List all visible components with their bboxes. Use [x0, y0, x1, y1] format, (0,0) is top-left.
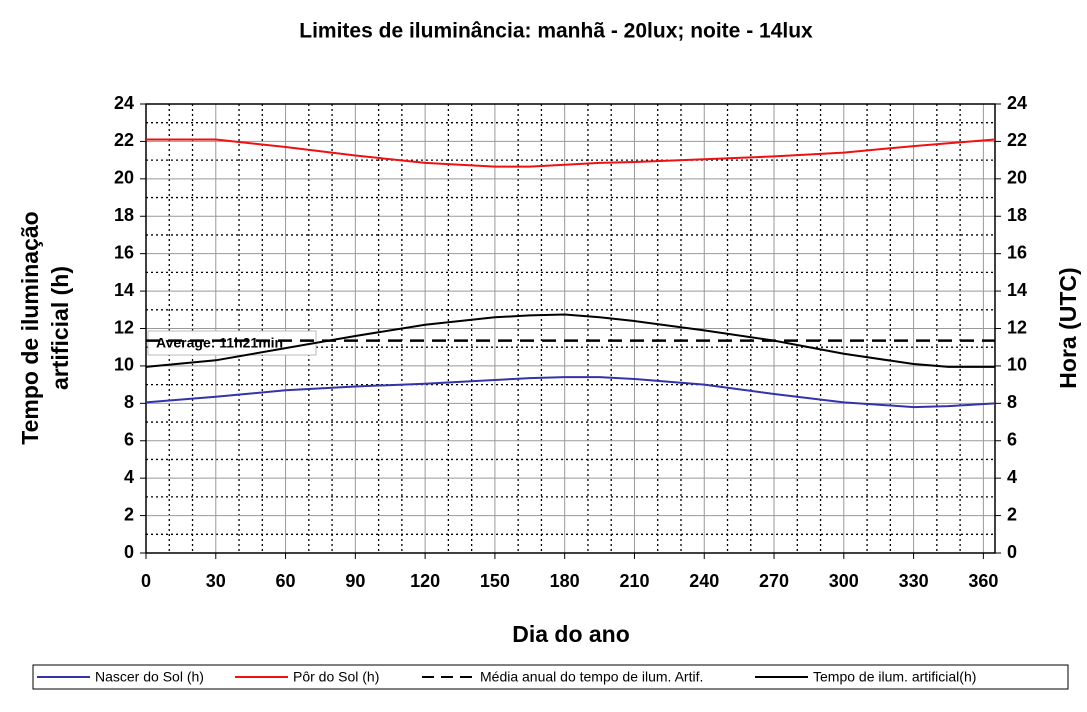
series-line	[145, 376, 996, 409]
y-tick-label: 12	[114, 317, 134, 337]
y-axis-label: Tempo de iluminação	[17, 211, 43, 444]
x-tick-label: 150	[480, 571, 510, 591]
annotation-box	[147, 330, 317, 356]
legend-label: Nascer do Sol (h)	[95, 669, 204, 685]
series-line	[146, 138, 996, 168]
y-tick-label: 14	[114, 280, 134, 300]
x-tick-label: 30	[206, 571, 226, 591]
y-tick-label: 4	[124, 467, 134, 487]
plot-frame	[145, 103, 996, 554]
y2-tick-label: 24	[1007, 93, 1027, 113]
chart-title: Limites de iluminância: manhã - 20lux; n…	[299, 20, 813, 43]
y-tick-label: 8	[124, 392, 134, 412]
series-line	[145, 313, 995, 368]
y-axis-label: artificial (h)	[47, 266, 73, 390]
y2-tick-label: 4	[1007, 467, 1017, 487]
y2-tick-label: 0	[1007, 542, 1017, 562]
y-tick-label: 6	[124, 430, 134, 450]
x-tick-label: 60	[276, 571, 296, 591]
y-tick-label: 22	[114, 130, 134, 150]
x-tick-label: 240	[689, 571, 719, 591]
legend-label: Pôr do Sol (h)	[293, 669, 379, 685]
y2-axis-label: Hora (UTC)	[1055, 267, 1081, 388]
x-tick-label: 180	[550, 571, 580, 591]
legend-box	[32, 664, 1069, 690]
y-tick-label: 20	[114, 168, 134, 188]
y-tick-label: 16	[114, 242, 134, 262]
y-tick-label: 0	[124, 542, 134, 562]
y-tick-label: 2	[124, 504, 134, 524]
y-tick-label: 18	[114, 205, 134, 225]
x-tick-label: 360	[968, 571, 998, 591]
x-tick-label: 120	[410, 571, 440, 591]
y2-tick-label: 22	[1007, 130, 1027, 150]
x-tick-label: 0	[141, 571, 151, 591]
y2-tick-label: 20	[1007, 168, 1027, 188]
legend-label: Tempo de ilum. artificial(h)	[813, 669, 976, 685]
y2-tick-label: 18	[1007, 205, 1027, 225]
x-tick-label: 300	[829, 571, 859, 591]
y2-tick-label: 6	[1007, 430, 1017, 450]
y2-tick-label: 10	[1007, 355, 1027, 375]
x-tick-label: 90	[345, 571, 365, 591]
x-tick-label: 270	[759, 571, 789, 591]
y2-tick-label: 16	[1007, 242, 1027, 262]
y2-tick-label: 8	[1007, 392, 1017, 412]
legend-label: Média anual do tempo de ilum. Artif.	[480, 669, 703, 685]
x-tick-label: 330	[899, 571, 929, 591]
y2-tick-label: 2	[1007, 504, 1017, 524]
annotation: Average: 11h21min	[156, 335, 283, 351]
x-tick-label: 210	[619, 571, 649, 591]
y2-tick-label: 14	[1007, 280, 1027, 300]
x-axis-label: Dia do ano	[512, 621, 630, 647]
y-tick-label: 10	[114, 355, 134, 375]
y2-tick-label: 12	[1007, 317, 1027, 337]
y-tick-label: 24	[114, 93, 134, 113]
